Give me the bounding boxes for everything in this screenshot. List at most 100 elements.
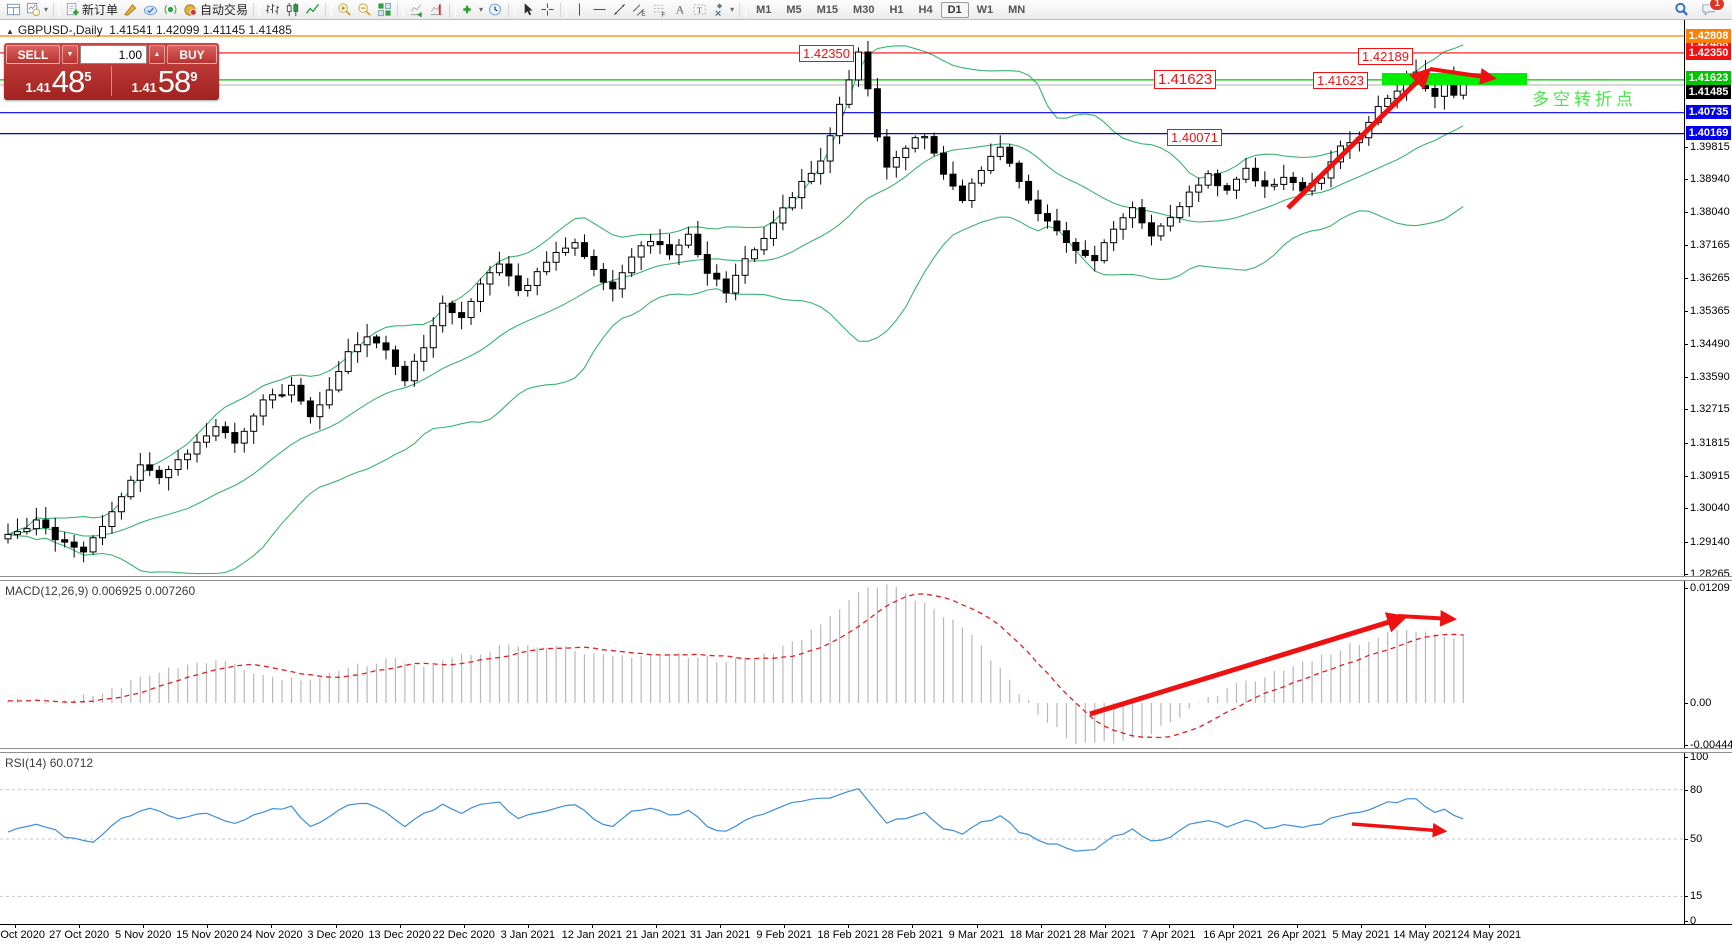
price-label-1.40071-4[interactable]: 1.40071	[1167, 129, 1222, 146]
line-chart-button[interactable]	[303, 1, 322, 18]
new-order-button[interactable]: 新订单	[63, 0, 120, 19]
date-tickmark	[15, 924, 16, 928]
periods-button[interactable]	[486, 1, 505, 18]
date-label-12-Jan-2021[interactable]: 12 Jan 2021	[561, 929, 623, 941]
date-label-28-Feb-2021[interactable]: 28 Feb 2021	[881, 929, 944, 941]
timeframe-MN[interactable]: MN	[1008, 3, 1026, 16]
text-button[interactable]: A	[670, 1, 689, 18]
macd-pane-separator[interactable]	[0, 576, 1732, 581]
cursor-button[interactable]	[518, 1, 537, 18]
price-tick-1.34490: 1.34490	[1690, 337, 1730, 350]
volume-dropdown-button[interactable]: ▼	[62, 45, 78, 64]
horizontal-line-button[interactable]	[590, 1, 609, 18]
date-label-28-Mar-2021[interactable]: 28 Mar 2021	[1073, 929, 1136, 941]
metaeditor-button[interactable]	[141, 1, 160, 18]
zoom-out-button[interactable]	[355, 1, 374, 18]
profiles-button[interactable]: ▾	[24, 1, 50, 18]
autotrading-label: 自动交易	[200, 3, 249, 17]
rsi-pane-separator[interactable]	[0, 748, 1732, 753]
bar-chart-button[interactable]	[263, 1, 282, 18]
buy-price[interactable]: 1.41 58 9	[131, 63, 198, 99]
shapes-button[interactable]: ▾	[710, 1, 736, 18]
macd-tickmark	[1684, 745, 1688, 747]
timeframe-M15[interactable]: M15	[816, 3, 839, 16]
date-label-13-Dec-2020[interactable]: 13 Dec 2020	[368, 929, 431, 941]
axis-frame	[1684, 20, 1685, 925]
timeframe-M1[interactable]: M1	[756, 3, 772, 16]
sell-price[interactable]: 1.41 48 5	[25, 63, 92, 99]
timeframe-H4[interactable]: H4	[918, 3, 933, 16]
search-button[interactable]	[1672, 1, 1691, 18]
styler-button[interactable]	[121, 1, 140, 18]
date-label-18-Mar-2021[interactable]: 18 Mar 2021	[1009, 929, 1072, 941]
bar-chart-icon	[265, 2, 280, 17]
date-label-7-Apr-2021[interactable]: 7 Apr 2021	[1142, 929, 1196, 941]
date-label-16-Apr-2021[interactable]: 16 Apr 2021	[1203, 929, 1263, 941]
buy-button[interactable]: BUY	[167, 45, 217, 64]
trendline-button[interactable]	[610, 1, 629, 18]
candlestick-chart-button[interactable]	[283, 1, 302, 18]
vertical-line-button[interactable]	[570, 1, 589, 18]
date-label-3-Dec-2020[interactable]: 3 Dec 2020	[307, 929, 364, 941]
timeframe-H1[interactable]: H1	[889, 3, 904, 16]
annotation-text[interactable]: 多空转折点	[1532, 90, 1637, 109]
date-label-31-Jan-2021[interactable]: 31 Jan 2021	[689, 929, 751, 941]
zoom-in-button[interactable]	[335, 1, 354, 18]
date-label-14-May-2021[interactable]: 14 May 2021	[1393, 929, 1457, 941]
volume-up-button[interactable]: ▲	[149, 45, 165, 64]
sell-button[interactable]: SELL	[6, 45, 60, 64]
sound-button[interactable]	[161, 1, 180, 18]
chat-button[interactable]: 1	[1699, 0, 1725, 18]
periods-icon	[488, 2, 503, 17]
trend-arrow-flat[interactable]	[1429, 67, 1497, 85]
trend-arrow-up[interactable]	[1286, 67, 1432, 210]
autotrading-button[interactable]: 自动交易	[181, 0, 250, 19]
date-tickmark	[1040, 924, 1042, 928]
profiles-caret-icon[interactable]: ▾	[44, 5, 49, 14]
price-label-1.41623-1[interactable]: 1.41623	[1154, 70, 1217, 89]
add-indicator-icon	[461, 2, 476, 17]
volume-input[interactable]	[80, 45, 147, 64]
macd-arrow-flat[interactable]	[1397, 609, 1458, 627]
timeframe-M5[interactable]: M5	[786, 3, 802, 16]
date-label-22-Dec-2020[interactable]: 22 Dec 2020	[432, 929, 495, 941]
date-label-15-Nov-2020[interactable]: 15 Nov 2020	[176, 929, 239, 941]
price-label-1.41623-2[interactable]: 1.41623	[1313, 72, 1368, 89]
date-label-5-May-2021[interactable]: 5 May 2021	[1332, 929, 1390, 941]
charts-grid-button[interactable]	[4, 1, 23, 18]
price-label-1.42350-0[interactable]: 1.42350	[799, 45, 854, 62]
tile-windows-button[interactable]	[375, 1, 394, 18]
chart-shift-button[interactable]	[427, 1, 446, 18]
date-label-27-Oct-2020[interactable]: 27 Oct 2020	[49, 929, 110, 941]
add-indicator-caret-icon[interactable]: ▾	[479, 5, 484, 14]
macd-arrow-up[interactable]	[1089, 612, 1409, 717]
timeframe-D1[interactable]: D1	[940, 1, 969, 18]
rsi-arrow-flat[interactable]	[1351, 822, 1448, 838]
date-label-26-Apr-2021[interactable]: 26 Apr 2021	[1267, 929, 1327, 941]
auto-scroll-button[interactable]	[407, 1, 426, 18]
date-label-9-Mar-2021[interactable]: 9 Mar 2021	[948, 929, 1005, 941]
crosshair-button[interactable]	[538, 1, 557, 18]
price-label-1.42189-3[interactable]: 1.42189	[1358, 48, 1413, 65]
date-label-9-Feb-2021[interactable]: 9 Feb 2021	[756, 929, 813, 941]
date-label-21-Jan-2021[interactable]: 21 Jan 2021	[625, 929, 687, 941]
text-label-icon: T	[692, 2, 707, 17]
text-label-button[interactable]: T	[690, 1, 709, 18]
timeframe-M30[interactable]: M30	[853, 3, 875, 16]
shapes-caret-icon[interactable]: ▾	[730, 5, 735, 14]
fibonacci-button[interactable]: F	[650, 1, 669, 18]
cursor-icon	[520, 2, 535, 17]
equidistant-channel-button[interactable]: E	[630, 1, 649, 18]
date-label-24-Nov-2020[interactable]: 24 Nov 2020	[240, 929, 303, 941]
collapse-icon[interactable]: ▲	[6, 27, 14, 36]
turning-zone-rectangle[interactable]	[1382, 73, 1527, 85]
add-indicator-button[interactable]: ▾	[459, 1, 485, 18]
date-label-5-Nov-2020[interactable]: 5 Nov 2020	[115, 929, 172, 941]
toolbar-separator	[739, 2, 747, 17]
chart-canvas[interactable]: ▲ GBPUSD-,Daily 1.41541 1.42099 1.41145 1…	[0, 20, 1732, 947]
date-label-3-Jan-2021[interactable]: 3 Jan 2021	[500, 929, 556, 941]
date-label-24-May-2021[interactable]: 24 May 2021	[1457, 929, 1522, 941]
timeframe-W1[interactable]: W1	[976, 3, 994, 16]
date-label-18-Oct-2020[interactable]: 18 Oct 2020	[0, 929, 45, 941]
date-label-18-Feb-2021[interactable]: 18 Feb 2021	[817, 929, 880, 941]
